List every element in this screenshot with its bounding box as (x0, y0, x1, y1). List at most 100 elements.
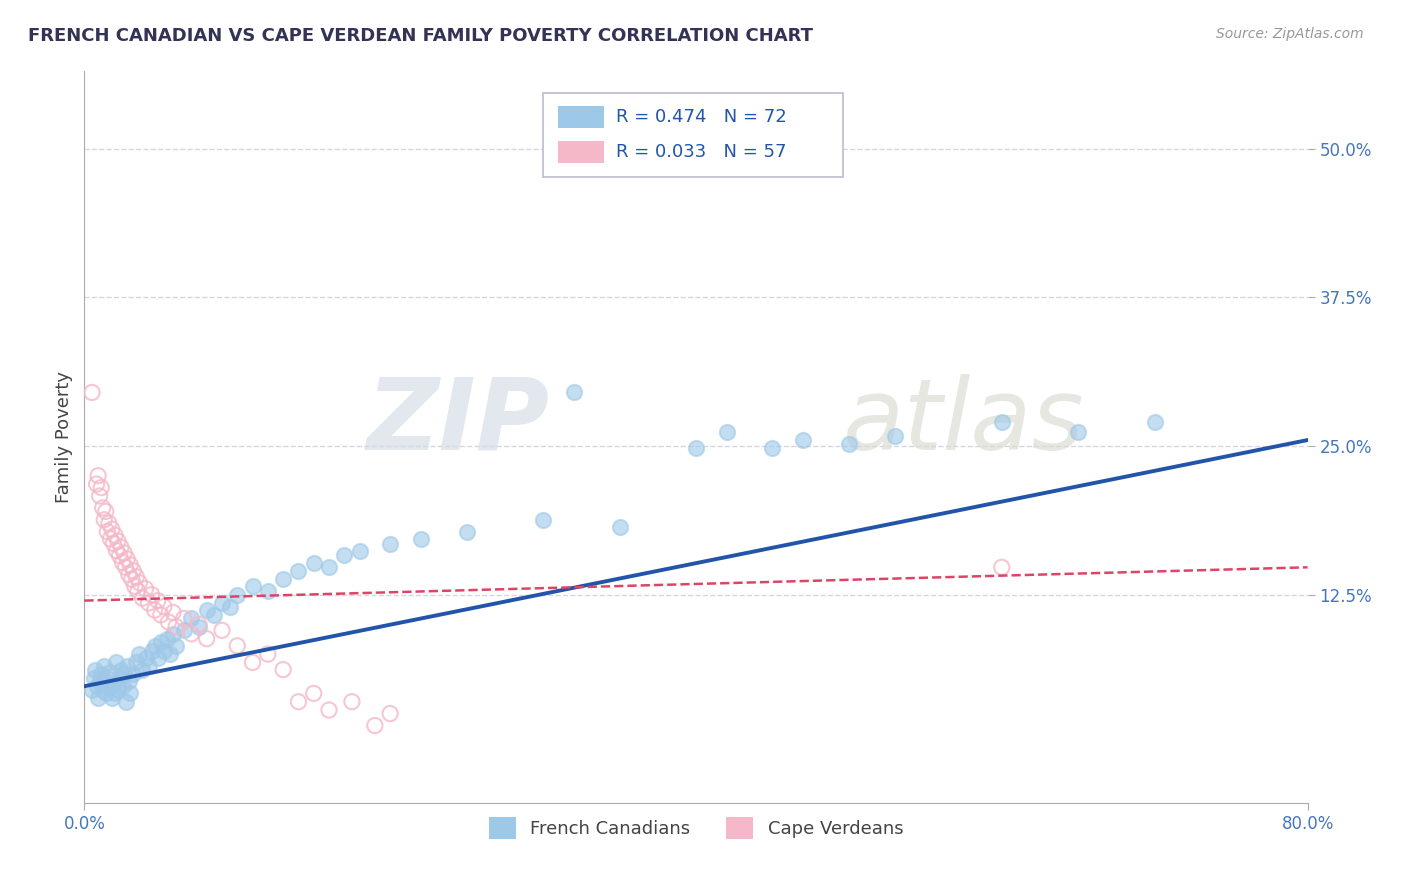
Point (86, 679, 108, 693)
Point (124, 579, 146, 593)
Point (122, 667, 145, 681)
Point (141, 588, 163, 602)
Point (991, 415, 1014, 429)
Point (89, 489, 111, 503)
Point (218, 599, 240, 614)
Point (120, 686, 142, 700)
Point (89, 674, 111, 689)
Point (287, 695, 309, 709)
Point (349, 543, 371, 558)
Point (257, 584, 280, 599)
Point (97, 679, 120, 693)
Point (242, 579, 264, 593)
Point (128, 575, 150, 590)
Point (104, 528, 127, 542)
Point (1067, 425, 1090, 439)
Point (226, 639, 249, 653)
Text: FRENCH CANADIAN VS CAPE VERDEAN FAMILY POVERTY CORRELATION CHART: FRENCH CANADIAN VS CAPE VERDEAN FAMILY P… (28, 27, 813, 45)
Point (91, 682, 114, 697)
Point (91, 500, 114, 515)
Point (1143, 415, 1166, 429)
Point (364, 718, 387, 732)
Point (131, 591, 153, 606)
Point (716, 425, 738, 439)
Point (96, 671, 118, 685)
Point (90, 481, 112, 495)
Point (211, 596, 233, 610)
Text: R = 0.033   N = 57: R = 0.033 N = 57 (616, 143, 787, 161)
Point (90, 667, 112, 681)
Point (107, 534, 129, 549)
Point (98, 532, 121, 546)
Point (110, 663, 132, 677)
Point (761, 442, 783, 456)
Point (107, 682, 129, 697)
Point (685, 442, 707, 456)
Point (135, 650, 157, 665)
Point (84, 663, 107, 677)
Point (127, 584, 149, 599)
Point (380, 536, 402, 550)
Point (87, 468, 110, 483)
Point (302, 686, 325, 700)
Point (125, 656, 148, 670)
Point (80, 385, 103, 400)
Point (86, 477, 108, 491)
Point (93, 659, 115, 673)
Point (333, 549, 356, 563)
Point (271, 663, 294, 677)
Point (114, 695, 136, 709)
Point (141, 643, 163, 657)
Point (162, 627, 184, 641)
Point (118, 567, 141, 582)
Text: atlas: atlas (842, 374, 1084, 471)
Bar (558, 141, 605, 163)
Y-axis label: Family Poverty: Family Poverty (55, 371, 73, 503)
Point (101, 522, 124, 536)
Point (159, 647, 181, 661)
Point (149, 607, 172, 622)
Point (271, 572, 294, 586)
Point (111, 679, 134, 693)
Point (143, 603, 166, 617)
Point (340, 695, 363, 709)
Point (149, 635, 172, 649)
Point (180, 611, 202, 625)
Point (105, 656, 128, 670)
Point (153, 643, 176, 657)
Point (157, 615, 180, 629)
Point (562, 385, 585, 400)
Point (257, 647, 280, 661)
Point (80, 682, 103, 697)
Point (180, 627, 202, 641)
Point (115, 659, 138, 673)
Point (122, 564, 145, 578)
Point (173, 624, 195, 638)
Point (128, 647, 150, 661)
Point (318, 560, 340, 574)
Point (97, 516, 120, 531)
Point (103, 677, 125, 691)
Point (146, 593, 169, 607)
Text: ZIP: ZIP (366, 374, 550, 471)
Point (162, 606, 184, 620)
Point (105, 543, 128, 558)
Point (103, 536, 125, 550)
Point (156, 632, 179, 646)
Point (94, 504, 117, 518)
Point (456, 524, 478, 539)
Point (108, 671, 131, 685)
Point (188, 617, 211, 632)
Point (380, 706, 402, 721)
Point (883, 429, 905, 443)
Point (202, 607, 225, 622)
Legend: French Canadians, Cape Verdeans: French Canadians, Cape Verdeans (481, 810, 911, 847)
Point (531, 513, 554, 527)
Point (242, 656, 264, 670)
Point (409, 532, 432, 546)
Point (173, 611, 195, 625)
Point (96, 524, 118, 539)
Point (125, 570, 148, 584)
Point (195, 603, 218, 617)
Point (226, 588, 249, 602)
